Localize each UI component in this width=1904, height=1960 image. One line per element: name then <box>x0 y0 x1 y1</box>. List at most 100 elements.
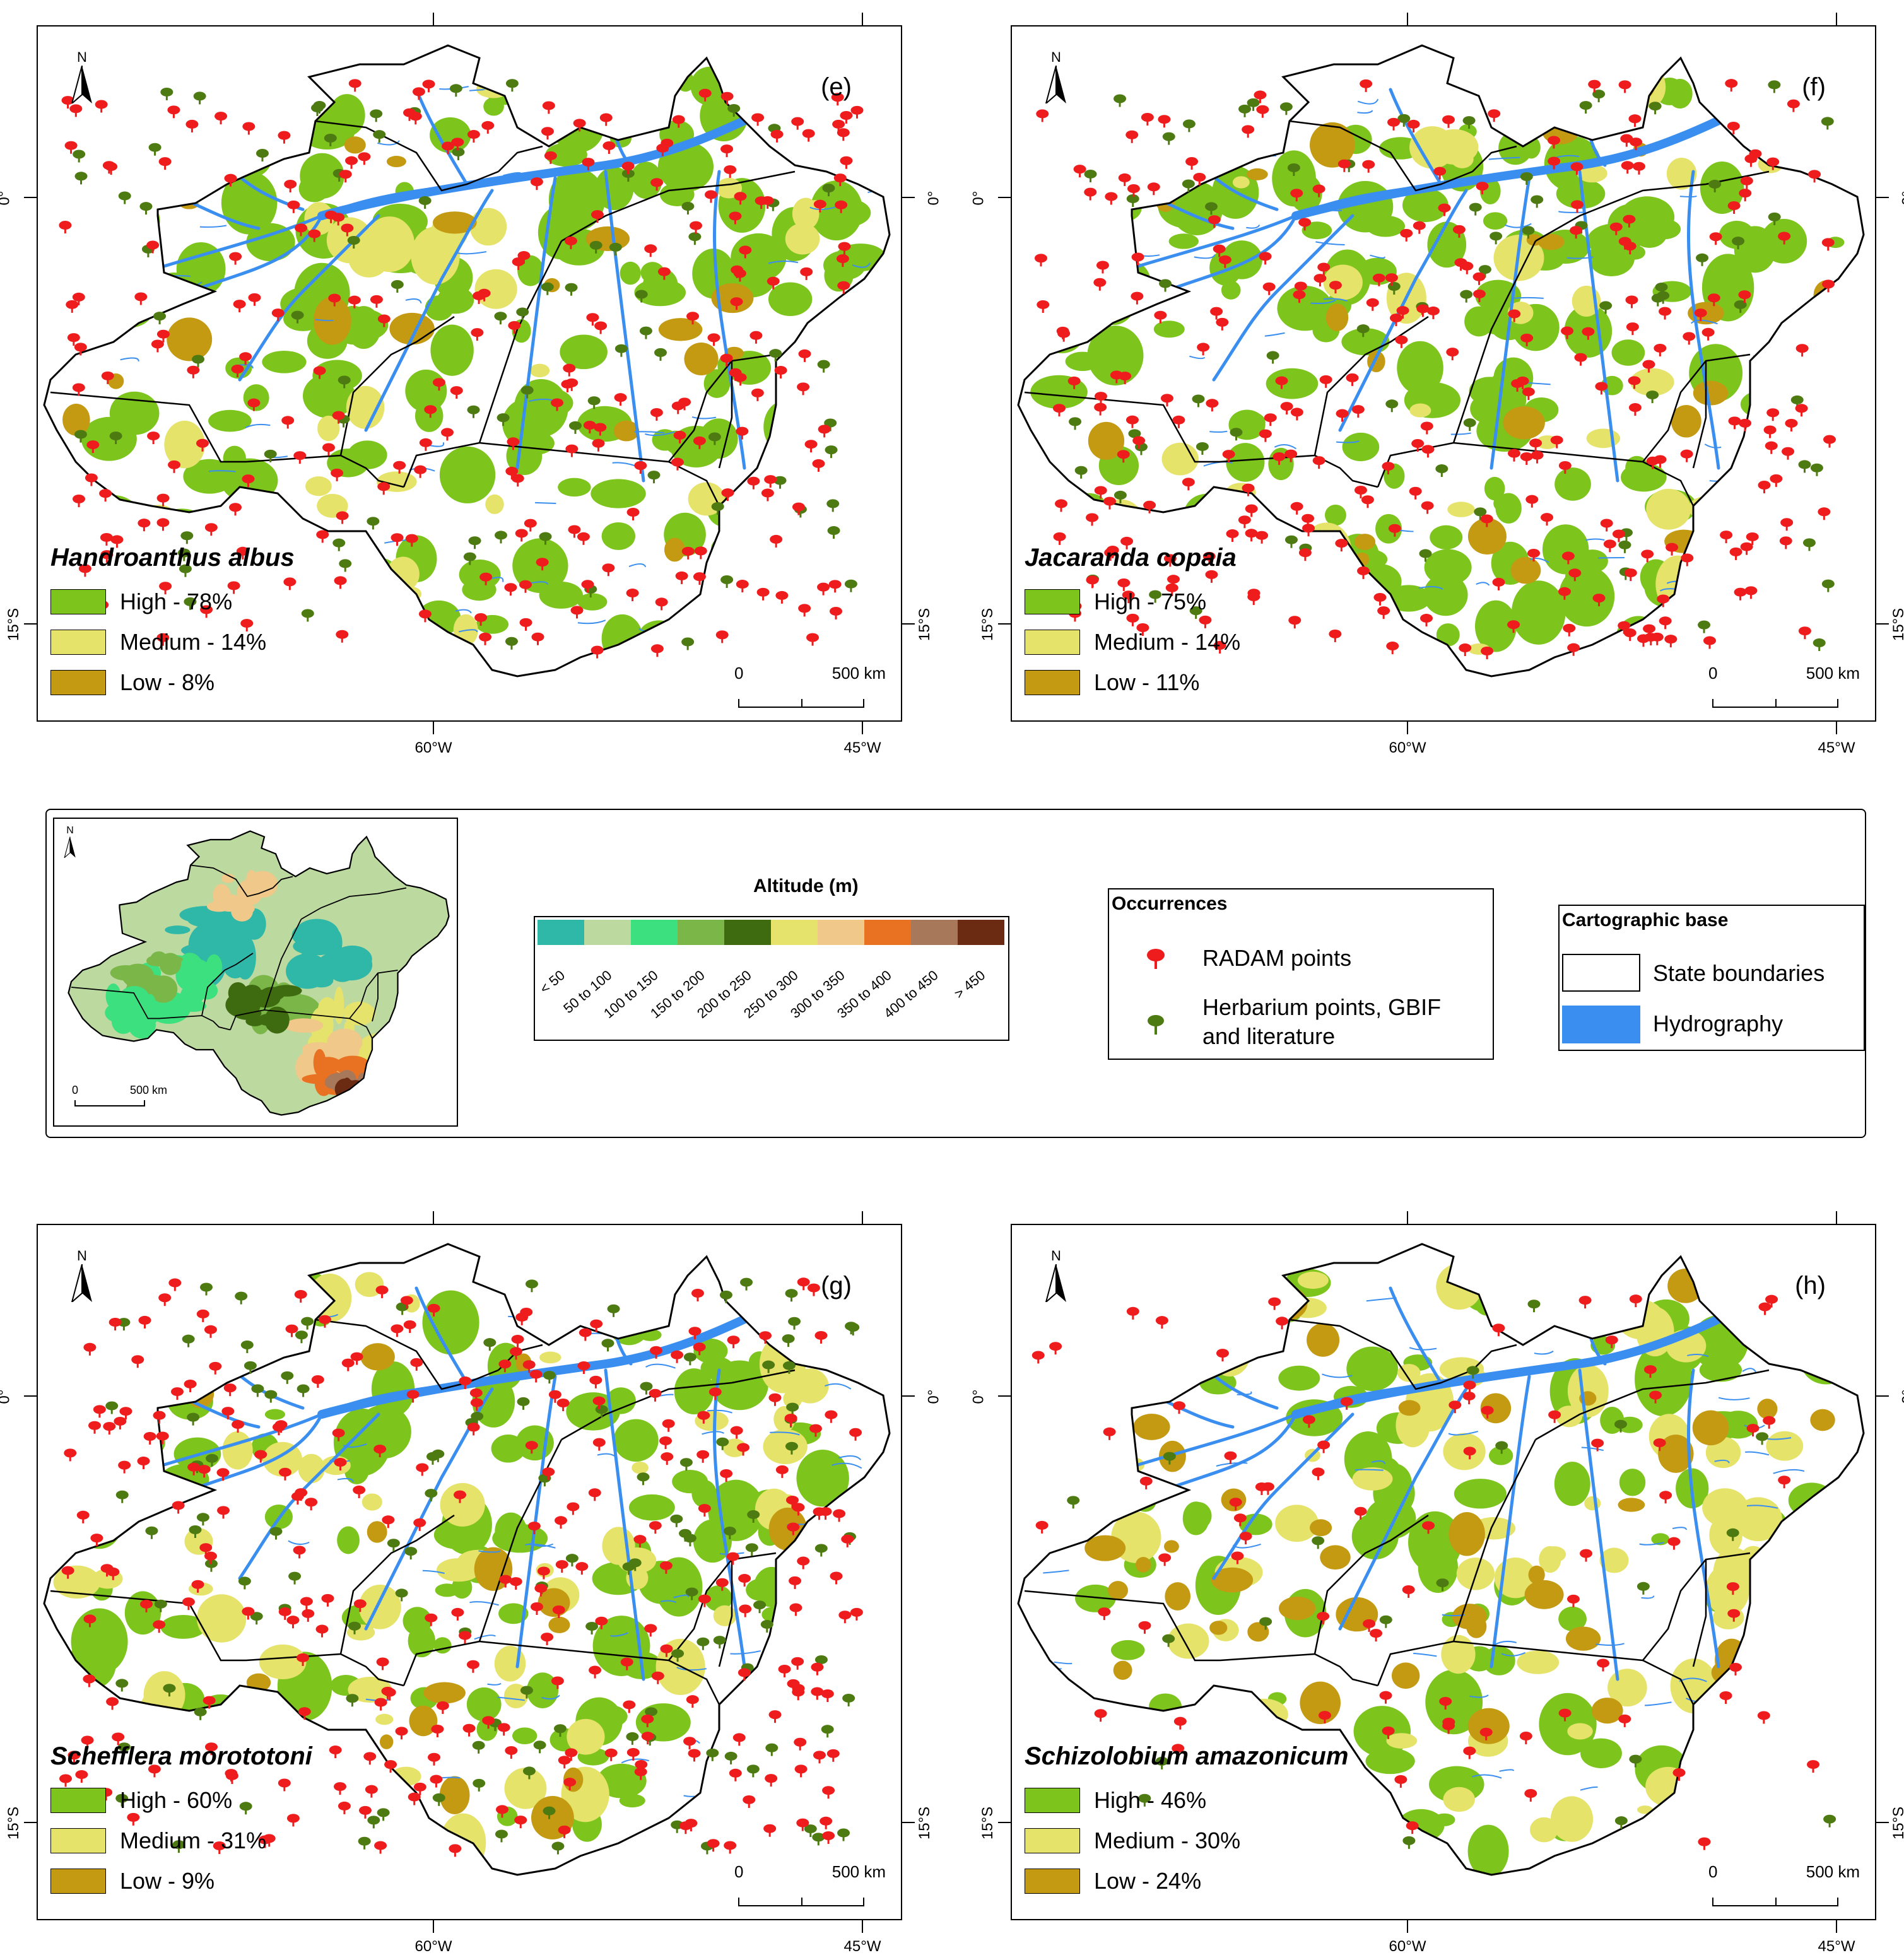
radam-point <box>1084 187 1097 201</box>
legend-high: High - 60% <box>120 1787 233 1813</box>
radam-point <box>479 572 493 585</box>
radam-point <box>1481 1405 1494 1419</box>
altitude-colour-scale: < 50 50 to 100 100 to 150 150 to 200 200 to … <box>534 916 1009 1041</box>
radam-point <box>1570 226 1583 239</box>
radam-point <box>1357 566 1370 579</box>
herbarium-point <box>520 385 534 399</box>
radam-point <box>525 1441 538 1454</box>
radam-point <box>591 210 604 223</box>
radam-point <box>659 1436 673 1450</box>
radam-point <box>1055 499 1068 512</box>
radam-point <box>182 1597 195 1611</box>
radam-point <box>153 1620 166 1633</box>
radam-point <box>796 1818 809 1831</box>
herbarium-point <box>115 1490 129 1503</box>
herbarium-point <box>746 1764 760 1778</box>
radam-point <box>236 546 249 560</box>
radam-point <box>329 1746 342 1759</box>
herbarium-point <box>719 1290 732 1303</box>
radam-point <box>822 1786 835 1799</box>
lat-label: 0° <box>1899 1389 1904 1404</box>
radam-point <box>1740 542 1753 555</box>
herbarium-point <box>180 531 194 544</box>
radam-point <box>729 211 742 225</box>
radam-point <box>1147 182 1160 196</box>
radam-point <box>522 1360 536 1373</box>
herbarium-point <box>311 103 324 117</box>
radam-point <box>836 254 849 267</box>
radam-point <box>100 532 113 546</box>
herbarium-point <box>1463 418 1476 431</box>
radam-point <box>841 1534 854 1547</box>
radam-point <box>103 1422 116 1435</box>
herbarium-point <box>543 1806 556 1819</box>
radam-point <box>732 1733 746 1746</box>
herbarium-point <box>827 526 840 539</box>
radam-point <box>649 1521 662 1534</box>
radam-point <box>1683 332 1696 345</box>
herbarium-point <box>1790 395 1804 408</box>
radam-point <box>1290 502 1303 515</box>
altitude-class-swatch <box>771 920 818 945</box>
radam-point <box>1626 322 1639 336</box>
radam-point <box>287 200 300 213</box>
altitude-class-swatch <box>724 920 771 945</box>
herbarium-point <box>1520 172 1533 185</box>
radam-point <box>1132 436 1146 449</box>
herbarium-point <box>1162 132 1175 145</box>
radam-point <box>131 1355 144 1368</box>
radam-point <box>573 119 586 132</box>
north-arrow-icon: N <box>63 825 77 861</box>
radam-point <box>673 430 686 443</box>
radam-point <box>1293 290 1306 303</box>
herbarium-point <box>553 1724 567 1737</box>
radam-point <box>659 1561 673 1574</box>
radam-point <box>1329 629 1342 642</box>
species-name: Schefflera morototoni <box>50 1742 312 1770</box>
radam-point <box>403 1320 416 1334</box>
radam-point <box>548 1390 561 1403</box>
radam-point <box>798 349 811 362</box>
radam-point <box>763 1824 777 1837</box>
radam-point <box>1247 592 1261 606</box>
radam-point <box>1462 1392 1476 1405</box>
radam-point <box>1379 1691 1392 1704</box>
radam-point <box>83 1342 97 1356</box>
radam-point <box>1511 379 1524 392</box>
radam-point <box>95 100 108 113</box>
radam-point <box>1649 1390 1662 1404</box>
radam-point <box>1667 1537 1681 1550</box>
radam-point <box>1459 643 1472 657</box>
radam-point <box>1387 117 1401 131</box>
radam-point <box>1558 461 1572 474</box>
radam-point <box>792 1503 805 1516</box>
radam-point <box>1053 532 1066 545</box>
radam-point <box>440 428 454 441</box>
radam-point <box>1165 583 1178 596</box>
radam-point <box>681 546 695 560</box>
north-arrow-icon: N <box>1043 1248 1069 1305</box>
radam-point <box>305 1498 318 1511</box>
radam-point <box>308 229 321 242</box>
radam-point <box>1394 1775 1407 1788</box>
radam-point <box>688 1327 702 1340</box>
herbarium-point <box>1114 490 1127 503</box>
radam-point <box>1758 481 1771 494</box>
herbarium-point <box>1821 579 1835 592</box>
herbarium-point <box>74 430 87 443</box>
radam-point <box>707 1839 720 1852</box>
lat-label: 15°S <box>979 607 997 642</box>
radam-point <box>774 366 787 379</box>
radam-point <box>751 113 765 126</box>
radam-point <box>1094 486 1107 499</box>
radam-point <box>1707 293 1720 307</box>
radam-point <box>1746 1424 1760 1437</box>
herbarium-point <box>1192 394 1205 408</box>
herbarium-point <box>551 1841 565 1855</box>
radam-point <box>471 328 484 341</box>
radam-point <box>413 1782 426 1795</box>
radam-point <box>481 120 495 134</box>
radam-point <box>1259 429 1272 442</box>
radam-point <box>641 1732 654 1745</box>
radam-point <box>1402 1585 1415 1598</box>
